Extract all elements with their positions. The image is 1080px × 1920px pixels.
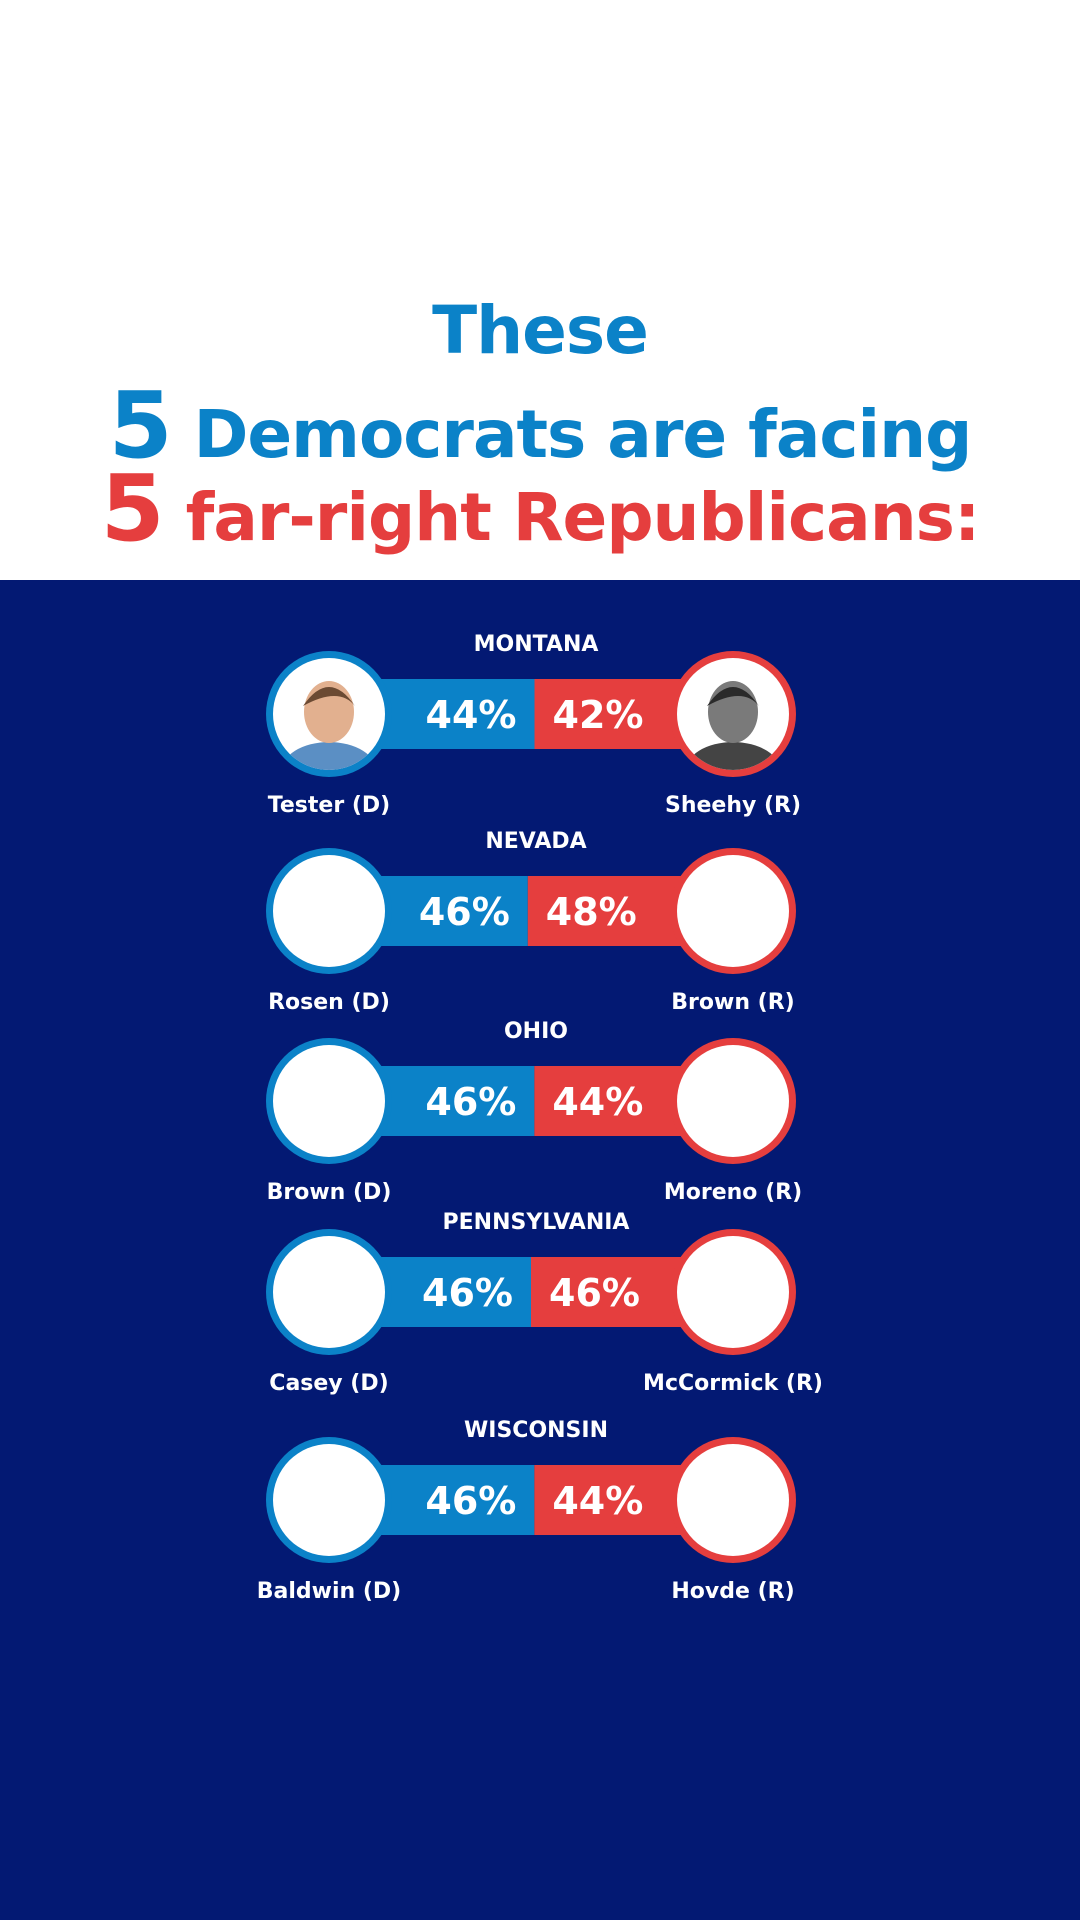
state-label: OHIO <box>504 1019 568 1044</box>
race-ohio: OHIO 46% 44% Brown (D) Moreno (R) <box>266 1019 802 1205</box>
rep-pct-label: 44% <box>552 1479 643 1523</box>
dem-portrait-photo-bg <box>273 1236 385 1348</box>
dem-pct-label: 44% <box>426 693 517 737</box>
races-panel: MONTANA 44% 42% Tester (D) Sheehy (R) NEVADA 4… <box>0 580 1080 1920</box>
rep-portrait-hair <box>707 687 759 706</box>
state-label: NEVADA <box>485 829 586 854</box>
rep-portrait-photo-bg <box>677 1236 789 1348</box>
dem-bar <box>380 1465 535 1535</box>
header: These 5 Democrats are facing 5 far-right… <box>0 0 1080 580</box>
dem-portrait-photo-bg <box>273 855 385 967</box>
rep-portrait-photo-bg <box>677 855 789 967</box>
dem-pct-label: 46% <box>425 1479 516 1523</box>
dem-candidate-name: Casey (D) <box>269 1371 388 1396</box>
rep-bar <box>527 876 682 946</box>
races-chart: MONTANA 44% 42% Tester (D) Sheehy (R) NEVADA 4… <box>257 632 823 1604</box>
dem-bar <box>380 1257 531 1327</box>
headline-line-2: 5 Democrats are facing <box>0 372 1080 479</box>
dem-candidate-name: Tester (D) <box>268 793 390 818</box>
headline-line-3: 5 far-right Republicans: <box>0 455 1080 562</box>
headline-dem-count: 5 <box>108 372 173 479</box>
rep-candidate-name: Moreno (R) <box>664 1180 802 1205</box>
headline-rep-text: far-right Republicans: <box>185 479 981 556</box>
dem-portrait-photo-bg <box>273 1444 385 1556</box>
race-wisconsin: WISCONSIN 46% 44% Baldwin (D) Hovde (R) <box>257 1418 796 1604</box>
race-nevada: NEVADA 46% 48% Rosen (D) Brown (R) <box>266 829 796 1015</box>
race-pennsylvania: PENNSYLVANIA 46% 46% Casey (D) McCormick (R) <box>266 1210 823 1396</box>
rep-candidate-name: McCormick (R) <box>643 1371 823 1396</box>
dem-bar <box>380 679 535 749</box>
headline-these: These <box>432 292 649 369</box>
dem-portrait-silhouette <box>281 681 377 770</box>
rep-portrait-photo-bg <box>677 1444 789 1556</box>
state-label: MONTANA <box>474 632 599 657</box>
dem-candidate-name: Brown (D) <box>267 1180 392 1205</box>
dem-candidate-name: Rosen (D) <box>268 990 390 1015</box>
dem-pct-label: 46% <box>425 1080 516 1124</box>
dem-bar <box>380 876 528 946</box>
dem-portrait-shoulders <box>281 742 377 770</box>
dem-portrait-hair <box>303 687 355 706</box>
rep-bar <box>534 1465 682 1535</box>
rep-pct-label: 44% <box>552 1080 643 1124</box>
rep-candidate-name: Brown (R) <box>671 990 794 1015</box>
dem-pct-label: 46% <box>422 1271 513 1315</box>
rep-candidate-name: Sheehy (R) <box>665 793 801 818</box>
rep-portrait-photo-bg <box>677 1045 789 1157</box>
rep-pct-label: 46% <box>549 1271 640 1315</box>
rep-pct-label: 48% <box>546 890 637 934</box>
state-label: WISCONSIN <box>464 1418 608 1443</box>
headline-line-1: These <box>0 292 1080 369</box>
race-montana: MONTANA 44% 42% Tester (D) Sheehy (R) <box>266 632 801 818</box>
dem-bar <box>380 1066 535 1136</box>
rep-bar <box>534 1066 682 1136</box>
dem-portrait-photo-bg <box>273 1045 385 1157</box>
rep-candidate-name: Hovde (R) <box>671 1579 794 1604</box>
rep-bar <box>534 679 682 749</box>
rep-pct-label: 42% <box>553 693 644 737</box>
dem-pct-label: 46% <box>419 890 510 934</box>
headline-rep-count: 5 <box>100 455 165 562</box>
rep-portrait-silhouette <box>685 681 781 770</box>
rep-bar <box>531 1257 682 1327</box>
rep-portrait-shoulders <box>685 742 781 770</box>
headline-dem-text: Democrats are facing <box>193 396 973 473</box>
dem-candidate-name: Baldwin (D) <box>257 1579 401 1604</box>
state-label: PENNSYLVANIA <box>443 1210 630 1235</box>
